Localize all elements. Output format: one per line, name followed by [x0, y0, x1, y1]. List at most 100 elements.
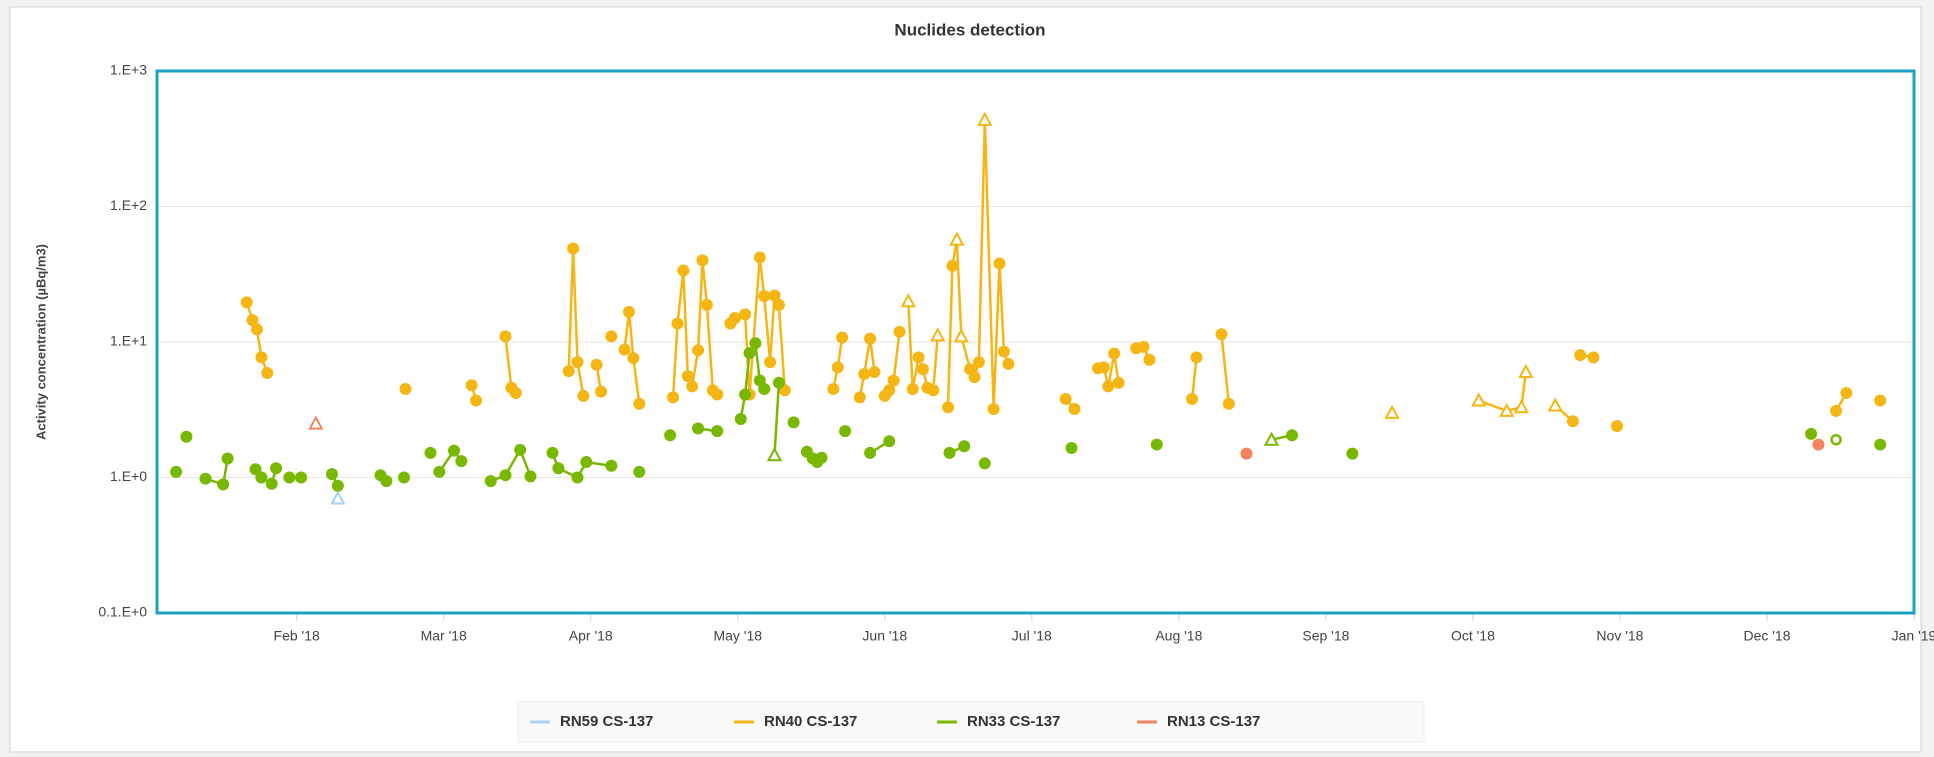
point — [199, 472, 212, 485]
point — [772, 298, 785, 311]
chart-title: Nuclides detection — [894, 20, 1045, 39]
chart-panel — [9, 6, 1922, 753]
point — [883, 435, 896, 448]
point-triangle — [1471, 392, 1487, 407]
point — [853, 391, 866, 404]
point — [424, 446, 437, 459]
point — [671, 317, 684, 330]
point — [787, 416, 800, 429]
point — [1150, 438, 1163, 451]
point — [1874, 394, 1887, 407]
point — [728, 312, 741, 325]
point-triangle — [900, 293, 917, 308]
point — [246, 314, 259, 327]
point — [571, 471, 584, 484]
point — [580, 456, 593, 469]
point-triangle — [949, 231, 965, 246]
point — [295, 471, 308, 484]
point — [1065, 442, 1078, 455]
point — [1137, 340, 1150, 353]
point — [265, 477, 278, 490]
point — [605, 459, 618, 472]
point — [836, 331, 849, 344]
point — [858, 368, 871, 381]
point-triangle — [1518, 363, 1534, 379]
point-triangle — [308, 415, 324, 430]
point — [447, 444, 460, 457]
point-triangle — [1499, 402, 1515, 417]
point — [993, 257, 1006, 270]
point — [883, 384, 896, 397]
x-tick-label: Mar '18 — [421, 628, 467, 644]
point — [968, 371, 981, 384]
point — [831, 361, 844, 374]
point — [681, 370, 694, 383]
point — [398, 471, 411, 484]
point — [987, 403, 1000, 416]
x-tick-label: Dec '18 — [1743, 628, 1790, 644]
point — [711, 425, 724, 438]
point-triangle — [953, 328, 969, 343]
point-triangle — [1547, 397, 1563, 412]
legend-label: RN33 CS-137 — [967, 713, 1060, 730]
point-open — [1830, 433, 1842, 446]
point — [1222, 397, 1235, 410]
point — [255, 351, 268, 364]
point — [240, 296, 253, 309]
point — [692, 344, 705, 357]
point — [261, 367, 274, 380]
point — [325, 468, 338, 481]
point-triangle — [1263, 431, 1280, 446]
point — [567, 242, 580, 255]
point — [514, 443, 527, 456]
point — [605, 330, 618, 343]
point — [1186, 392, 1199, 405]
point — [1059, 392, 1072, 405]
point — [618, 343, 631, 356]
point — [524, 470, 537, 483]
point — [380, 475, 393, 488]
point — [1587, 351, 1600, 364]
point — [734, 413, 747, 426]
point — [399, 382, 412, 395]
x-tick-label: Apr '18 — [569, 628, 613, 644]
point — [758, 290, 771, 303]
point — [1190, 351, 1203, 364]
point — [739, 308, 752, 321]
point — [250, 323, 263, 336]
point — [221, 452, 234, 465]
point — [864, 446, 877, 459]
x-tick-label: Nov '18 — [1596, 628, 1643, 644]
legend-box — [517, 701, 1425, 743]
point-triangle — [1513, 399, 1530, 414]
point — [1112, 376, 1125, 389]
point — [633, 397, 646, 410]
point — [839, 425, 852, 438]
point — [942, 401, 955, 414]
point — [433, 465, 446, 478]
point — [627, 352, 640, 365]
point — [1068, 403, 1081, 416]
point — [255, 471, 268, 484]
point — [887, 374, 900, 387]
point — [1611, 419, 1624, 432]
point — [1805, 427, 1818, 440]
point — [455, 455, 468, 468]
point — [470, 394, 483, 407]
point-triangle — [330, 490, 346, 505]
point — [677, 264, 690, 277]
point — [692, 422, 705, 435]
point — [499, 469, 512, 482]
point — [1346, 447, 1359, 460]
x-tick-label: Sep '18 — [1302, 628, 1349, 644]
y-tick-label: 1.E+1 — [110, 333, 147, 349]
point — [753, 251, 766, 264]
point — [1830, 404, 1843, 417]
point — [893, 325, 906, 338]
point — [571, 356, 584, 369]
point — [1108, 347, 1121, 360]
point — [1286, 429, 1299, 442]
point — [562, 365, 575, 378]
